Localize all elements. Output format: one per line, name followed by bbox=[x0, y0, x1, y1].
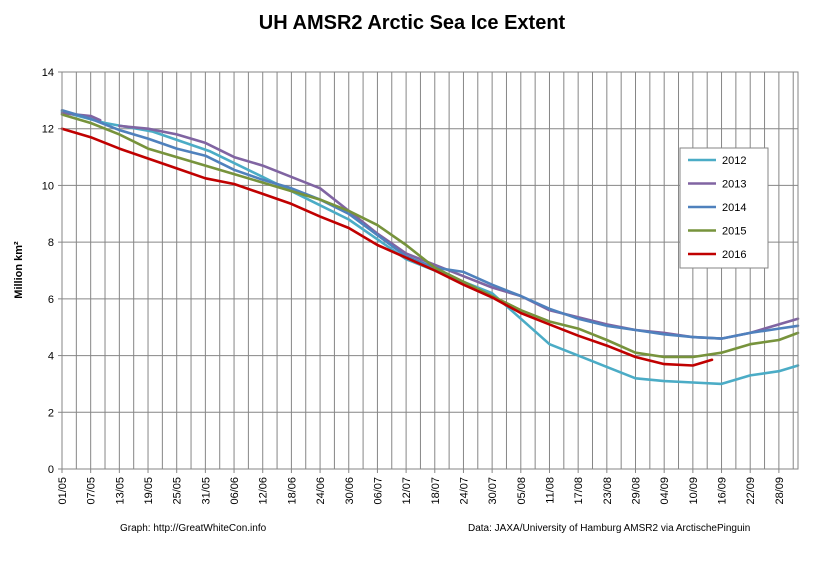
x-tick-label: 25/05 bbox=[172, 477, 184, 505]
x-tick-label: 18/06 bbox=[286, 477, 298, 505]
plot-border bbox=[61, 71, 799, 470]
plot-area bbox=[62, 72, 798, 469]
x-tick-label: 30/06 bbox=[344, 477, 356, 505]
series-line-2012 bbox=[60, 110, 800, 386]
x-tick-label: 07/05 bbox=[86, 477, 98, 505]
x-tick-label: 17/08 bbox=[573, 477, 585, 505]
y-tick-label: 2 bbox=[48, 407, 54, 419]
legend-label-2015: 2015 bbox=[722, 226, 746, 238]
legend-label-2012: 2012 bbox=[722, 155, 746, 167]
x-tick-label: 22/09 bbox=[745, 477, 757, 505]
y-tick-label: 6 bbox=[48, 294, 54, 306]
legend-label-2013: 2013 bbox=[722, 179, 746, 191]
x-tick-label: 12/06 bbox=[258, 477, 270, 505]
y-tick-label: 14 bbox=[42, 67, 54, 79]
legend: 2012 2013 2014 2015 2016 bbox=[679, 147, 769, 269]
credit-right: Data: JAXA/University of Hamburg AMSR2 v… bbox=[468, 523, 750, 534]
x-tick-label: 30/07 bbox=[487, 477, 499, 505]
x-tick-label: 01/05 bbox=[57, 477, 69, 505]
y-axis-label: Million km² bbox=[13, 241, 25, 299]
x-tick-label: 24/06 bbox=[315, 477, 327, 505]
legend-label-2016: 2016 bbox=[722, 249, 746, 261]
y-tick-label: 10 bbox=[42, 180, 54, 192]
x-tick-label: 16/09 bbox=[717, 477, 729, 505]
x-tick-label: 10/09 bbox=[688, 477, 700, 505]
x-tick-label: 06/07 bbox=[372, 477, 384, 505]
x-ticks: 01/05 07/05 13/05 19/05 25/05 31/05 06/06 12/06… bbox=[57, 469, 786, 505]
x-tick-label: 06/06 bbox=[229, 477, 241, 505]
x-tick-label: 11/08 bbox=[544, 477, 556, 504]
x-tick-label: 23/08 bbox=[602, 477, 614, 505]
y-tick-label: 12 bbox=[42, 124, 54, 136]
x-tick-label: 28/09 bbox=[774, 477, 786, 505]
chart-title: UH AMSR2 Arctic Sea Ice Extent bbox=[259, 12, 566, 34]
x-tick-label: 13/05 bbox=[114, 477, 126, 505]
y-tick-label: 0 bbox=[48, 464, 54, 476]
y-ticks: 0 2 4 6 8 10 12 14 bbox=[42, 67, 62, 476]
series-group bbox=[60, 109, 800, 386]
series-line-2016 bbox=[60, 127, 714, 367]
x-tick-label: 04/09 bbox=[659, 477, 671, 505]
y-tick-label: 8 bbox=[48, 237, 54, 249]
x-tick-label: 05/08 bbox=[516, 477, 528, 505]
x-tick-label: 31/05 bbox=[200, 477, 212, 505]
legend-label-2014: 2014 bbox=[722, 202, 746, 214]
x-tick-label: 12/07 bbox=[401, 477, 413, 505]
x-tick-label: 18/07 bbox=[430, 477, 442, 505]
grid bbox=[61, 71, 798, 470]
credit-left: Graph: http://GreatWhiteCon.info bbox=[120, 523, 267, 534]
x-tick-label: 24/07 bbox=[458, 477, 470, 505]
y-tick-label: 4 bbox=[48, 351, 54, 363]
x-tick-label: 29/08 bbox=[631, 477, 643, 505]
series-line-2015 bbox=[60, 113, 800, 359]
x-tick-label: 19/05 bbox=[143, 477, 155, 505]
